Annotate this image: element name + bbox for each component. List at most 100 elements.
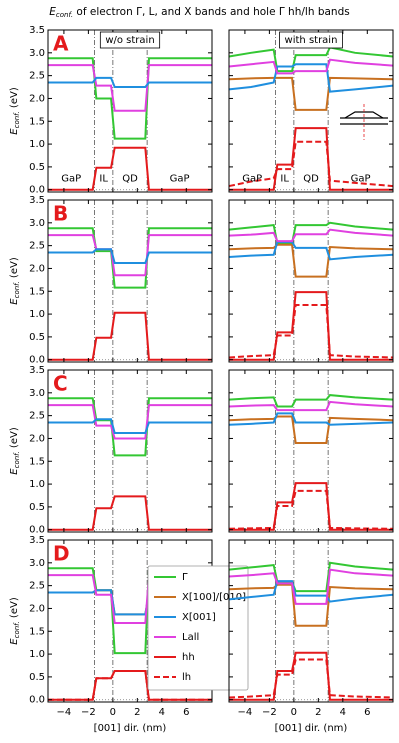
plot-frame (47, 369, 213, 533)
title-symbol: E (49, 6, 56, 18)
subplot (228, 199, 394, 363)
series-line (48, 495, 212, 531)
strain-inset (340, 104, 388, 140)
series-line (48, 248, 212, 264)
y-tick-label: 1.5 (29, 456, 45, 467)
series-line (48, 234, 212, 277)
region-label: GaP (61, 174, 81, 185)
x-tick-label: 0 (291, 707, 297, 718)
series-line (229, 651, 393, 701)
subplot: 0.0 0.5 1.0 1.5 2.0 2.5 3.0 3.5 −4 −2 0 2 4 6 [001] di… (9, 535, 249, 734)
series-line (229, 127, 393, 191)
panel-label: C (53, 372, 68, 396)
series-line (229, 482, 393, 531)
series-line (48, 311, 212, 361)
y-tick-label: 1.0 (29, 309, 45, 320)
y-tick-label: 3.5 (29, 365, 45, 376)
region-label: GaP (351, 174, 371, 185)
y-tick-label: 0.5 (29, 502, 45, 513)
y-tick-label: 2.0 (29, 263, 45, 274)
series-line (228, 580, 394, 603)
series-line (48, 669, 212, 701)
y-tick-label: 3.5 (29, 535, 45, 546)
plot-frame (228, 199, 394, 363)
y-label-symbol: E (9, 638, 20, 645)
plot-frame (228, 369, 394, 533)
y-label-text: (eV) (9, 427, 20, 451)
series-line (228, 561, 394, 593)
y-tick-label: 1.5 (29, 286, 45, 297)
y-label-symbol: E (9, 468, 20, 475)
series-line (48, 227, 212, 289)
column-title: with strain (285, 35, 338, 46)
series-line (229, 291, 393, 361)
y-tick-label: 3.5 (29, 195, 45, 206)
y-label-text: (eV) (9, 257, 20, 281)
legend-label: Lall (182, 632, 199, 643)
region-label: QD (122, 174, 138, 185)
y-tick-label: 2.5 (29, 581, 45, 592)
series-line (228, 303, 394, 359)
legend-label: X[001] (182, 612, 216, 623)
series-line (228, 63, 394, 93)
y-tick-label: 2.5 (29, 411, 45, 422)
y-axis-label: Econf. (eV) (9, 597, 21, 645)
y-tick-label: 0.0 (29, 185, 45, 196)
series-line (228, 140, 394, 188)
series-line (228, 228, 394, 243)
series-line (228, 240, 394, 261)
series-line (228, 415, 394, 445)
title-text: of electron Γ, L, and X bands and hole Γ… (73, 6, 350, 18)
y-tick-label: 2.0 (29, 603, 45, 614)
y-tick-label: 0.5 (29, 332, 45, 343)
y-tick-label: 2.5 (29, 241, 45, 252)
plot-frame (47, 199, 213, 363)
x-tick-label: −2 (81, 707, 96, 718)
y-tick-label: 3.0 (29, 388, 45, 399)
series-line (48, 397, 212, 457)
y-label-subscript: conf. (13, 281, 21, 298)
region-label: GaP (242, 174, 262, 185)
chart-title: Econf. of electron Γ, L, and X bands and… (49, 6, 349, 19)
x-tick-label: −4 (238, 707, 253, 718)
x-tick-label: 6 (364, 707, 370, 718)
y-tick-label: 3.0 (29, 218, 45, 229)
y-label-subscript: conf. (13, 621, 21, 638)
y-tick-label: 1.0 (29, 479, 45, 490)
series-line (48, 76, 212, 89)
series-line (48, 418, 212, 434)
x-tick-label: 2 (315, 707, 321, 718)
series-line (228, 412, 394, 426)
subplot: 0.0 0.5 1.0 1.5 2.0 2.5 3.0 3.5 Econf. (eV) C (9, 365, 213, 536)
y-axis-label: Econf. (eV) (9, 257, 21, 305)
y-label-subscript: conf. (13, 451, 21, 468)
region-label: GaP (170, 174, 190, 185)
column-title: w/o strain (105, 35, 154, 46)
series-line (228, 583, 394, 627)
y-tick-label: 3.0 (29, 48, 45, 59)
y-tick-label: 1.0 (29, 139, 45, 150)
y-axis-label: Econf. (eV) (9, 87, 21, 135)
series-line (228, 243, 394, 278)
column-title-box (99, 31, 161, 49)
subplot: −4 −2 0 2 4 6 [001] dir. (nm) (228, 539, 394, 734)
series-line (228, 221, 394, 245)
panel-label: B (53, 202, 68, 226)
title-subscript: conf. (56, 11, 73, 19)
series-line (228, 658, 394, 699)
series-line (228, 400, 394, 412)
legend-box (147, 565, 249, 691)
legend-label: X[100]/[010] (182, 592, 246, 603)
subplot: 0.0 0.5 1.0 1.5 2.0 2.5 3.0 3.5 Econf. (eV) B (9, 195, 213, 366)
y-label-text: (eV) (9, 87, 20, 111)
legend-label: lh (182, 672, 191, 683)
series-line (48, 404, 212, 440)
x-tick-label: 4 (159, 707, 165, 718)
series-line (228, 394, 394, 408)
y-label-text: (eV) (9, 597, 20, 621)
series-line (48, 146, 212, 191)
y-tick-label: 0.0 (29, 525, 45, 536)
y-label-subscript: conf. (13, 111, 21, 128)
plot-frame (228, 29, 394, 193)
y-tick-label: 1.0 (29, 649, 45, 660)
